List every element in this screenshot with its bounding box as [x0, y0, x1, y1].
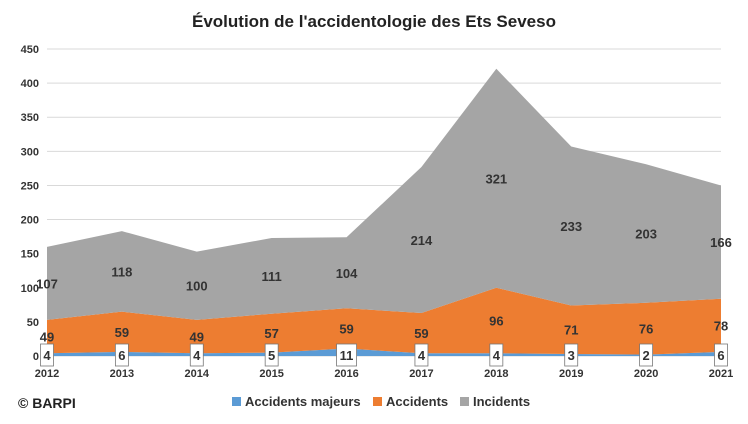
- y-tick-label: 350: [21, 112, 39, 124]
- data-label-accidents: 76: [639, 322, 653, 337]
- data-label-incidents: 111: [262, 269, 282, 284]
- y-tick-label: 150: [21, 249, 39, 261]
- data-label-box: [114, 343, 129, 367]
- y-tick-label: 0: [33, 351, 39, 363]
- data-label-accidents-majeurs: 6: [118, 348, 125, 363]
- data-label-accidents-majeurs: 4: [193, 348, 201, 363]
- area-incidents: [47, 68, 721, 320]
- x-tick-label: 2021: [709, 368, 733, 380]
- y-tick-label: 400: [21, 78, 39, 90]
- legend-swatch: [460, 397, 469, 406]
- y-tick-label: 250: [21, 180, 39, 192]
- data-label-incidents: 118: [111, 264, 132, 279]
- data-label-incidents: 104: [336, 266, 358, 281]
- legend-swatch: [373, 397, 382, 406]
- x-tick-label: 2019: [559, 368, 583, 380]
- area-accidents: [47, 287, 721, 355]
- data-label-box: [189, 343, 204, 367]
- data-label-accidents: 59: [339, 321, 353, 336]
- y-tick-label: 300: [21, 146, 39, 158]
- y-tick-label: 50: [27, 317, 39, 329]
- data-label-accidents-majeurs: 4: [493, 348, 501, 363]
- data-label-accidents-majeurs: 2: [642, 348, 649, 363]
- data-label-incidents: 214: [411, 233, 433, 248]
- data-label-box: [714, 343, 728, 367]
- y-tick-label: 450: [21, 44, 39, 56]
- data-label-accidents-majeurs: 11: [340, 348, 354, 363]
- data-label-accidents: 78: [714, 318, 728, 333]
- data-label-incidents: 166: [710, 235, 732, 250]
- plot-areas: [47, 68, 721, 356]
- data-label-accidents: 49: [40, 330, 54, 345]
- data-label-accidents: 59: [414, 326, 428, 341]
- x-tick-label: 2013: [110, 368, 134, 380]
- legend: Accidents majeurs Accidents Incidents: [232, 394, 530, 409]
- data-label-accidents: 57: [264, 326, 278, 341]
- data-label-accidents: 71: [564, 323, 578, 338]
- x-tick-label: 2012: [35, 368, 59, 380]
- credit-text: © BARPI: [18, 395, 76, 411]
- data-label-accidents-majeurs: 4: [418, 348, 426, 363]
- data-label-box: [639, 343, 654, 367]
- data-label-incidents: 321: [485, 171, 507, 186]
- x-tick-label: 2016: [334, 368, 358, 380]
- data-label-incidents: 203: [635, 227, 657, 242]
- x-tick-label: 2017: [409, 368, 433, 380]
- data-label-accidents-majeurs: 5: [268, 348, 275, 363]
- data-label-incidents: 107: [36, 276, 58, 291]
- data-label-accidents: 59: [115, 325, 129, 340]
- data-label-accidents: 96: [489, 314, 503, 329]
- data-label-box: [564, 343, 579, 367]
- data-label-box: [40, 343, 54, 367]
- legend-label: Accidents majeurs: [245, 394, 361, 409]
- data-label-accidents: 49: [190, 330, 204, 345]
- chart-title: Évolution de l'accidentologie des Ets Se…: [192, 12, 556, 31]
- data-label-box: [264, 343, 279, 367]
- y-tick-label: 100: [21, 283, 39, 295]
- data-label-accidents-majeurs: 6: [717, 348, 724, 363]
- y-axis: 0 50 100 150 200 250 300 350 400 450: [21, 44, 39, 363]
- area-accidents-majeurs: [47, 348, 721, 356]
- x-tick-label: 2014: [185, 368, 210, 380]
- legend-label: Incidents: [473, 394, 530, 409]
- x-axis: 2012 2013 2014 2015 2016 2017 2018 2019 2020 2021: [35, 368, 733, 380]
- data-label-incidents: 233: [560, 219, 582, 234]
- y-tick-label: 200: [21, 215, 39, 227]
- x-tick-label: 2015: [259, 368, 283, 380]
- data-label-accidents-majeurs: 4: [43, 348, 51, 363]
- data-label-accidents-majeurs: 3: [568, 348, 575, 363]
- legend-swatch: [232, 397, 241, 406]
- x-tick-label: 2020: [634, 368, 658, 380]
- data-label-incidents: 100: [186, 279, 208, 294]
- x-tick-label: 2018: [484, 368, 508, 380]
- data-label-box: [336, 343, 357, 367]
- data-label-box: [489, 343, 504, 367]
- legend-label: Accidents: [386, 394, 448, 409]
- data-label-box: [414, 343, 429, 367]
